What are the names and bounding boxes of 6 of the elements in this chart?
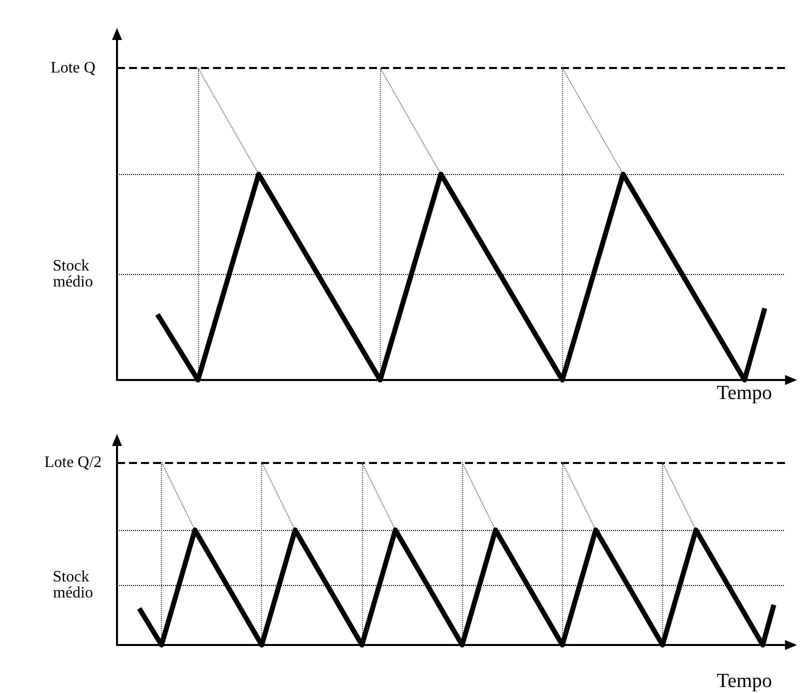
- x-axis-title: Tempo: [716, 670, 772, 692]
- ref-line-label: Lote Q/2: [44, 454, 102, 471]
- ref-line-label: Lote Q: [50, 60, 96, 77]
- ref-line-label: Stock médio: [52, 257, 94, 290]
- x-axis-title: Tempo: [716, 382, 772, 404]
- ref-line-label: Stock médio: [52, 568, 94, 602]
